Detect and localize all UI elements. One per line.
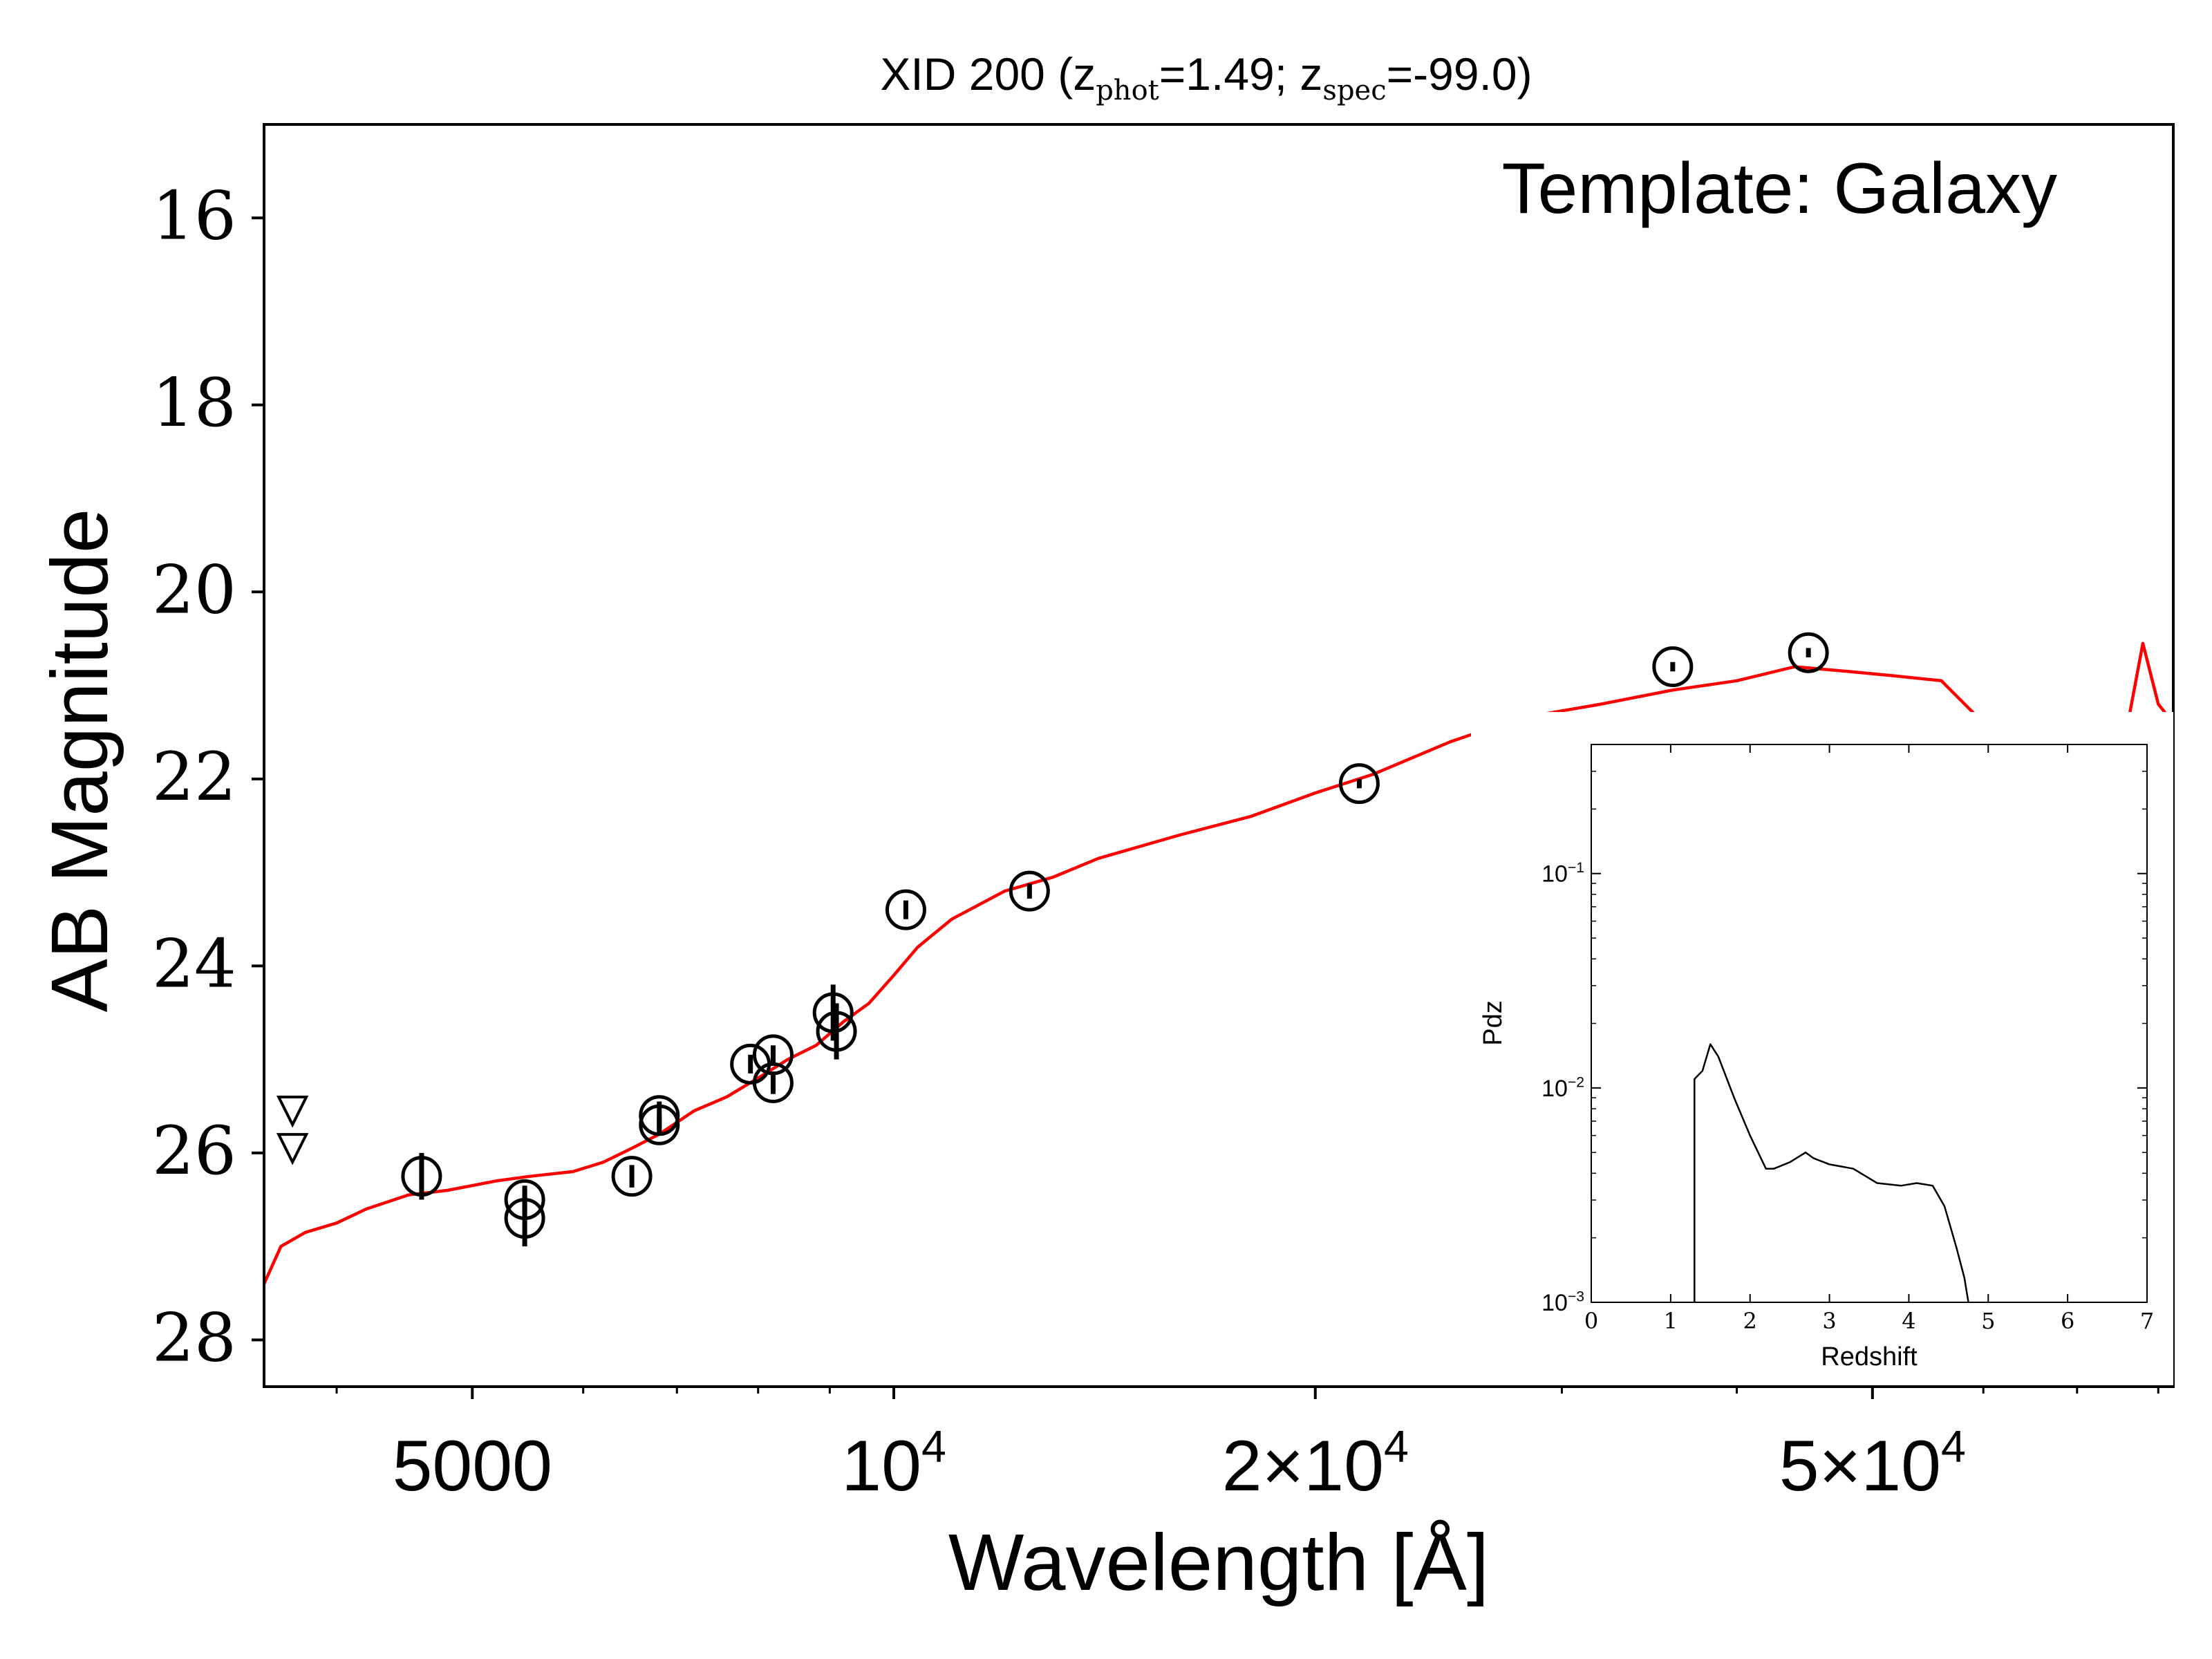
title-phot-val: =1.49; (1159, 48, 1287, 100)
y-tick-label: 20 (152, 551, 236, 628)
photometry-point (1652, 646, 1694, 688)
x-tick-label: 104 (841, 1421, 946, 1506)
y-tick-label: 24 (152, 925, 236, 1002)
main-plot-area (262, 632, 2175, 1285)
inset-x-tick-label: 2 (1743, 1308, 1757, 1334)
photometry-point (1338, 763, 1380, 805)
inset-background (1471, 712, 2173, 1385)
title-spec-val: =-99.0) (1387, 48, 1533, 100)
title-spec-sub: spec (1322, 75, 1386, 106)
y-tick-label: 28 (152, 1299, 236, 1376)
inset-y-tick-label: 10−1 (1541, 860, 1584, 888)
title-object: XID 200 (880, 48, 1044, 100)
y-tick-label: 22 (152, 738, 236, 816)
inset-x-axis-label: Redshift (1821, 1342, 1918, 1371)
photometry-point (885, 889, 926, 930)
inset-plot-frame (1591, 744, 2148, 1303)
x-tick-label: 2×104 (1222, 1421, 1409, 1506)
y-tick-label: 18 (152, 364, 236, 442)
photometry-point (401, 1156, 442, 1197)
x-tick-label: 5×104 (1779, 1421, 1966, 1506)
x-tick-label: 5000 (393, 1426, 552, 1506)
upper-limit-marker (276, 1133, 309, 1165)
photometry-point (752, 1062, 794, 1103)
template-annotation: Template: Galaxy (1502, 149, 2057, 229)
inset-x-tick-label: 4 (1902, 1308, 1915, 1334)
inset-tick-group: 0 1 2 3 4 5 6 7 10−1 10−2 10−3 (1541, 744, 2154, 1334)
inset-x-tick-label: 1 (1664, 1308, 1678, 1334)
pdz-line (1694, 1043, 1969, 1303)
inset-x-tick-label: 7 (2140, 1308, 2154, 1334)
sed-model-line (262, 641, 2175, 1285)
y-tick-label: 16 (152, 177, 236, 254)
photometry-point (504, 1198, 545, 1239)
inset-y-tick-label: 10−3 (1541, 1288, 1584, 1316)
y-tick-label: 26 (152, 1112, 236, 1190)
photometry-point (611, 1156, 653, 1197)
photometry-point (1788, 632, 1829, 673)
inset-x-tick-label: 6 (2061, 1308, 2074, 1334)
inset-x-tick-label: 0 (1584, 1308, 1598, 1334)
photometry-point (816, 1011, 857, 1052)
photometry-point (639, 1104, 680, 1145)
x-axis-label: Wavelength [Å] (948, 1517, 1489, 1607)
inset-y-axis-label: Pdz (1479, 1000, 1508, 1045)
inset-x-tick-label: 5 (1981, 1308, 1995, 1334)
title-phot-sub: phot (1096, 75, 1159, 106)
inset-plot-area (1694, 1043, 1969, 1303)
photometry-point (812, 992, 854, 1033)
chart-title: XID 200 (zphot=1.49; zspec=-99.0) (880, 48, 1532, 106)
y-axis-label: AB Magnitude (35, 509, 124, 1013)
photometry-point (1009, 870, 1050, 912)
upper-limit-marker (276, 1095, 309, 1128)
inset-y-tick-label: 10−2 (1541, 1074, 1584, 1102)
inset-x-tick-label: 3 (1822, 1308, 1836, 1334)
